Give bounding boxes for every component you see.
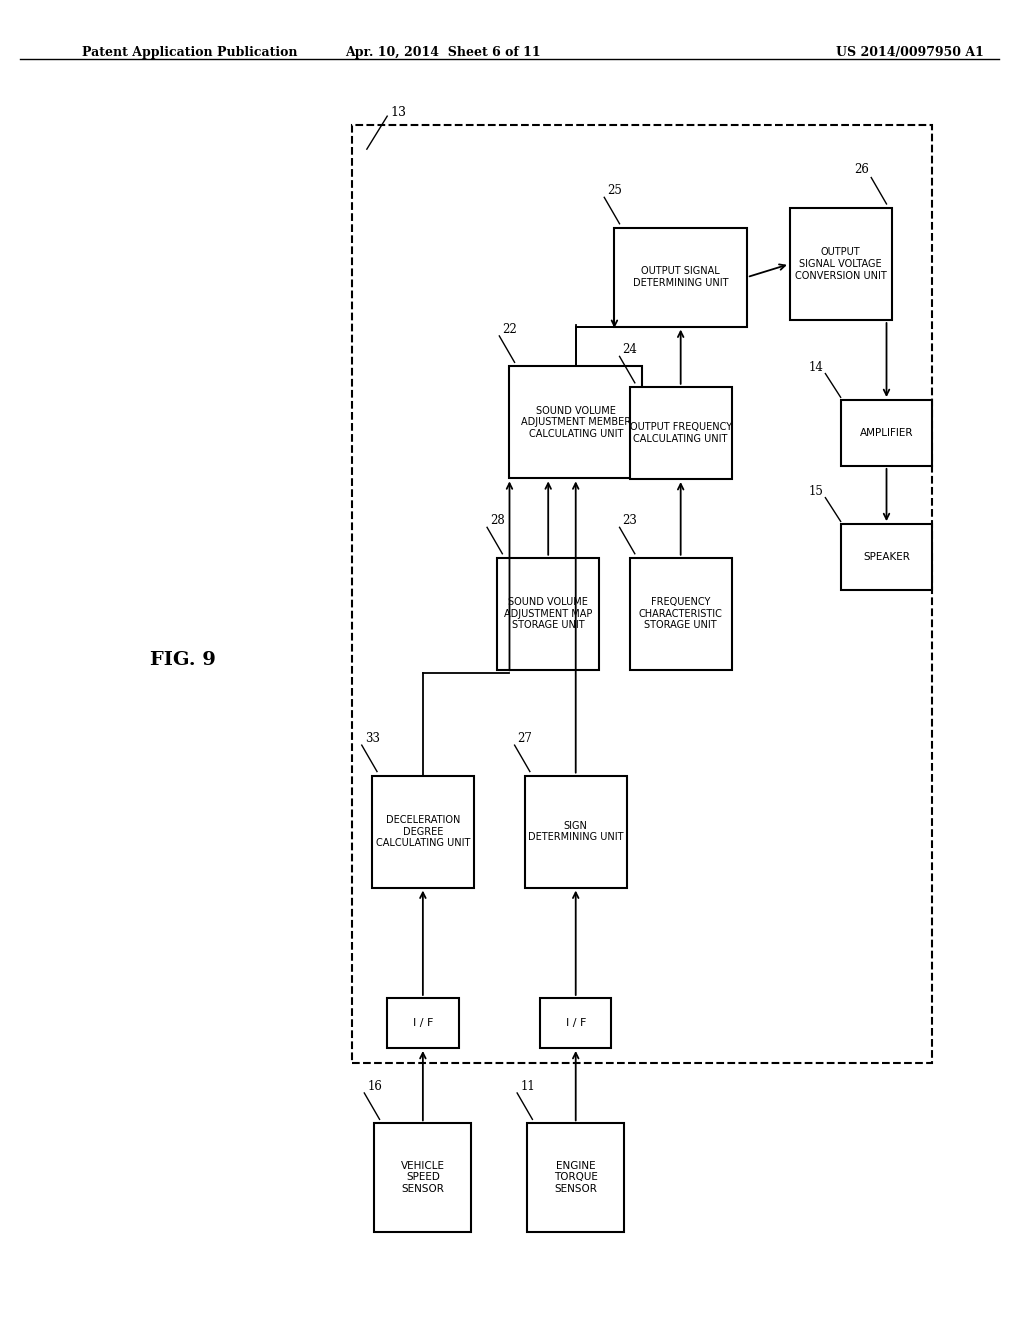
FancyBboxPatch shape bbox=[527, 1123, 624, 1232]
Text: 22: 22 bbox=[503, 323, 517, 335]
FancyBboxPatch shape bbox=[372, 776, 474, 887]
Text: FIG. 9: FIG. 9 bbox=[151, 651, 216, 669]
Text: OUTPUT
SIGNAL VOLTAGE
CONVERSION UNIT: OUTPUT SIGNAL VOLTAGE CONVERSION UNIT bbox=[795, 247, 887, 281]
FancyBboxPatch shape bbox=[540, 998, 611, 1048]
Text: 24: 24 bbox=[623, 343, 638, 356]
Text: 15: 15 bbox=[809, 484, 823, 498]
Text: OUTPUT FREQUENCY
CALCULATING UNIT: OUTPUT FREQUENCY CALCULATING UNIT bbox=[630, 422, 732, 444]
FancyBboxPatch shape bbox=[630, 557, 731, 671]
Text: 11: 11 bbox=[520, 1080, 535, 1093]
Text: SOUND VOLUME
ADJUSTMENT MAP
STORAGE UNIT: SOUND VOLUME ADJUSTMENT MAP STORAGE UNIT bbox=[504, 597, 593, 631]
Text: FREQUENCY
CHARACTERISTIC
STORAGE UNIT: FREQUENCY CHARACTERISTIC STORAGE UNIT bbox=[639, 597, 723, 631]
Text: Patent Application Publication: Patent Application Publication bbox=[82, 46, 297, 59]
FancyBboxPatch shape bbox=[498, 557, 599, 671]
Text: SOUND VOLUME
ADJUSTMENT MEMBER
CALCULATING UNIT: SOUND VOLUME ADJUSTMENT MEMBER CALCULATI… bbox=[520, 405, 631, 440]
Text: OUTPUT SIGNAL
DETERMINING UNIT: OUTPUT SIGNAL DETERMINING UNIT bbox=[633, 267, 728, 288]
Text: US 2014/0097950 A1: US 2014/0097950 A1 bbox=[836, 46, 983, 59]
Text: 14: 14 bbox=[809, 360, 823, 374]
FancyBboxPatch shape bbox=[841, 524, 933, 590]
Text: 33: 33 bbox=[365, 733, 380, 744]
Text: I / F: I / F bbox=[565, 1018, 586, 1028]
Text: 28: 28 bbox=[490, 515, 505, 527]
Text: Apr. 10, 2014  Sheet 6 of 11: Apr. 10, 2014 Sheet 6 of 11 bbox=[345, 46, 541, 59]
FancyBboxPatch shape bbox=[841, 400, 933, 466]
Text: 25: 25 bbox=[607, 185, 623, 197]
FancyBboxPatch shape bbox=[614, 227, 746, 326]
Text: ENGINE
TORQUE
SENSOR: ENGINE TORQUE SENSOR bbox=[554, 1160, 598, 1195]
Text: 26: 26 bbox=[854, 164, 869, 177]
Text: I / F: I / F bbox=[413, 1018, 433, 1028]
Text: SIGN
DETERMINING UNIT: SIGN DETERMINING UNIT bbox=[528, 821, 624, 842]
Text: 27: 27 bbox=[518, 733, 532, 744]
FancyBboxPatch shape bbox=[387, 998, 459, 1048]
Text: AMPLIFIER: AMPLIFIER bbox=[860, 428, 913, 438]
Text: DECELERATION
DEGREE
CALCULATING UNIT: DECELERATION DEGREE CALCULATING UNIT bbox=[376, 814, 470, 849]
Text: 16: 16 bbox=[368, 1080, 382, 1093]
Bar bbox=[351, 125, 933, 1063]
FancyBboxPatch shape bbox=[790, 207, 892, 319]
Text: SPEAKER: SPEAKER bbox=[863, 552, 910, 562]
Text: VEHICLE
SPEED
SENSOR: VEHICLE SPEED SENSOR bbox=[400, 1160, 444, 1195]
Text: 13: 13 bbox=[390, 106, 407, 119]
FancyBboxPatch shape bbox=[630, 387, 731, 479]
FancyBboxPatch shape bbox=[375, 1123, 471, 1232]
FancyBboxPatch shape bbox=[524, 776, 627, 887]
Text: 23: 23 bbox=[623, 515, 638, 527]
FancyBboxPatch shape bbox=[510, 366, 642, 478]
